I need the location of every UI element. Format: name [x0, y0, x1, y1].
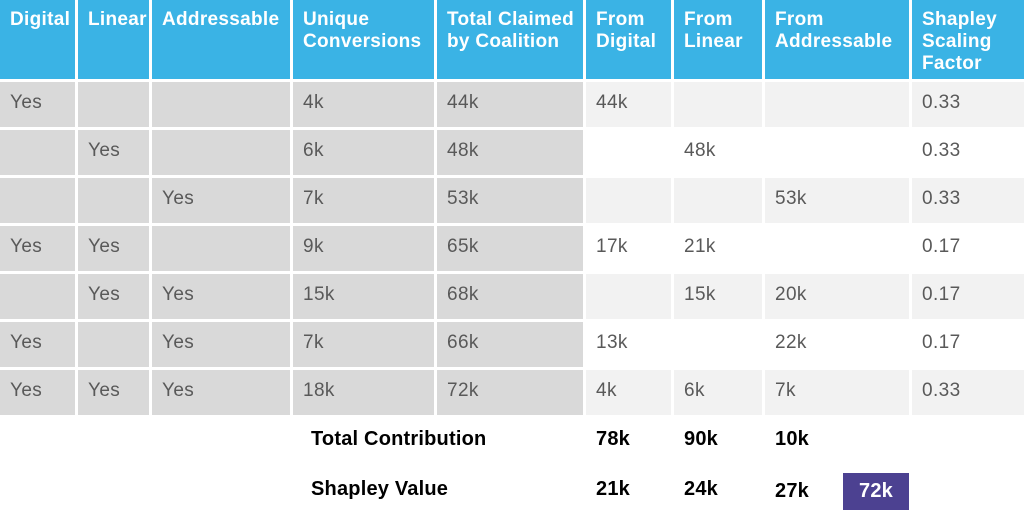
- table-cell: 0.33: [912, 178, 1024, 223]
- shapley-value-from-addressable-cell: 27k 72k: [765, 468, 909, 515]
- table-cell: 6k: [293, 130, 434, 175]
- table-cell: [0, 130, 75, 175]
- table-cell: Yes: [78, 130, 149, 175]
- footer-spacer: [0, 468, 290, 515]
- table-cell: 53k: [437, 178, 583, 223]
- table-cell: 0.17: [912, 322, 1024, 367]
- table-cell: [586, 178, 671, 223]
- header-from-linear: From Linear: [674, 0, 762, 79]
- header-from-addressable: From Addressable: [765, 0, 909, 79]
- table-cell: [765, 130, 909, 175]
- table-row: Yes 7k 53k 53k 0.33: [0, 178, 1024, 223]
- table-cell: Yes: [0, 226, 75, 271]
- table-cell: [78, 322, 149, 367]
- footer-spacer: [912, 468, 1024, 515]
- table-cell: 65k: [437, 226, 583, 271]
- table-cell: 44k: [437, 82, 583, 127]
- table-cell: [78, 82, 149, 127]
- table-header-row: Digital Linear Addressable Unique Conver…: [0, 0, 1024, 79]
- table-cell: 66k: [437, 322, 583, 367]
- table-cell: 20k: [765, 274, 909, 319]
- table-row: Yes Yes Yes 18k 72k 4k 6k 7k 0.33: [0, 370, 1024, 415]
- table-cell: [586, 130, 671, 175]
- shapley-value-from-addressable: 27k: [775, 480, 809, 502]
- table-cell: [0, 274, 75, 319]
- table-cell: 68k: [437, 274, 583, 319]
- table-cell: Yes: [78, 274, 149, 319]
- shapley-value-label: Shapley Value: [311, 478, 449, 500]
- table-cell: 0.17: [912, 226, 1024, 271]
- shapley-value-highlight-badge: 72k: [843, 473, 909, 510]
- table-cell: 72k: [437, 370, 583, 415]
- table-cell: 17k: [586, 226, 671, 271]
- table-cell: Yes: [0, 370, 75, 415]
- badge-row: 27k 72k: [775, 468, 909, 515]
- table-row: Yes Yes 9k 65k 17k 21k 0.17: [0, 226, 1024, 271]
- table-cell: 48k: [437, 130, 583, 175]
- header-from-digital: From Digital: [586, 0, 671, 79]
- shapley-value-from-digital: 21k: [596, 478, 630, 500]
- table-cell: 7k: [765, 370, 909, 415]
- header-total-claimed-by-coalition: Total Claimed by Coalition: [437, 0, 583, 79]
- table-cell: Yes: [0, 82, 75, 127]
- total-contribution-row: Total Contribution 78k 90k 10k: [0, 418, 1024, 465]
- table-cell: 22k: [765, 322, 909, 367]
- table-cell: 18k: [293, 370, 434, 415]
- header-unique-conversions: Unique Conversions: [293, 0, 434, 79]
- table-cell: 4k: [586, 370, 671, 415]
- table-cell: [765, 82, 909, 127]
- table-cell: 13k: [586, 322, 671, 367]
- table-row: Yes Yes 7k 66k 13k 22k 0.17: [0, 322, 1024, 367]
- table-cell: [152, 130, 290, 175]
- table-cell: 0.17: [912, 274, 1024, 319]
- table-cell: 15k: [293, 274, 434, 319]
- table-cell: [152, 82, 290, 127]
- table-cell: Yes: [152, 322, 290, 367]
- table-cell: Yes: [78, 226, 149, 271]
- table-cell: 4k: [293, 82, 434, 127]
- table-cell: Yes: [0, 322, 75, 367]
- table-cell: Yes: [152, 370, 290, 415]
- table-cell: [674, 82, 762, 127]
- table-cell: [78, 178, 149, 223]
- table-cell: [674, 178, 762, 223]
- footer-spacer: [0, 418, 290, 465]
- table-cell: 15k: [674, 274, 762, 319]
- table-cell: 44k: [586, 82, 671, 127]
- table-cell: 0.33: [912, 370, 1024, 415]
- total-contribution-from-digital: 78k: [596, 428, 630, 450]
- table-cell: 48k: [674, 130, 762, 175]
- table-cell: 0.33: [912, 82, 1024, 127]
- table-cell: [674, 322, 762, 367]
- table-cell: 7k: [293, 322, 434, 367]
- total-contribution-label: Total Contribution: [311, 428, 487, 450]
- footer-spacer: [912, 418, 1024, 465]
- table-cell: 7k: [293, 178, 434, 223]
- table-row: Yes 6k 48k 48k 0.33: [0, 130, 1024, 175]
- table-cell: [586, 274, 671, 319]
- table-cell: [0, 178, 75, 223]
- table-cell: Yes: [152, 178, 290, 223]
- header-linear: Linear: [78, 0, 149, 79]
- header-digital: Digital: [0, 0, 75, 79]
- total-contribution-from-linear: 90k: [684, 428, 718, 450]
- shapley-value-row: Shapley Value 21k 24k 27k 72k: [0, 468, 1024, 515]
- table-cell: 6k: [674, 370, 762, 415]
- table-cell: 21k: [674, 226, 762, 271]
- header-addressable: Addressable: [152, 0, 290, 79]
- shapley-value-from-linear: 24k: [684, 478, 718, 500]
- table-cell: 9k: [293, 226, 434, 271]
- table-row: Yes Yes 15k 68k 15k 20k 0.17: [0, 274, 1024, 319]
- table-row: Yes 4k 44k 44k 0.33: [0, 82, 1024, 127]
- table-cell: Yes: [78, 370, 149, 415]
- table-cell: 53k: [765, 178, 909, 223]
- table-cell: [152, 226, 290, 271]
- table-cell: 0.33: [912, 130, 1024, 175]
- table-cell: Yes: [152, 274, 290, 319]
- header-shapley-scaling-factor: Shapley Scaling Factor: [912, 0, 1024, 79]
- table-cell: [765, 226, 909, 271]
- total-contribution-from-addressable: 10k: [775, 428, 809, 450]
